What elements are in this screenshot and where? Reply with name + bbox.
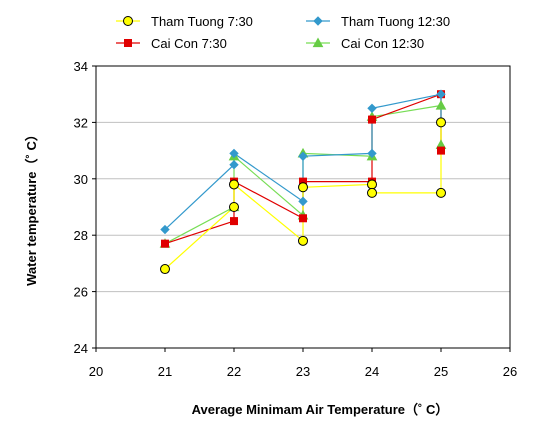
x-tick-label: 23 (296, 364, 310, 379)
series-0-point-5 (367, 179, 377, 190)
series-2-point-3 (299, 214, 307, 223)
series-0-point-3 (298, 235, 308, 246)
series-0-point-1 (229, 202, 239, 212)
legend-marker-2 (124, 39, 132, 47)
legend-marker-0 (123, 16, 133, 26)
series-3-point-7 (435, 99, 447, 110)
series-1-point-4 (298, 151, 308, 161)
y-tick-label: 28 (74, 228, 88, 243)
x-tick-label: 22 (227, 364, 241, 379)
series-1-point-0 (160, 224, 170, 235)
legend-marker-1 (313, 16, 323, 26)
y-tick-label: 24 (74, 341, 88, 356)
series-1-point-5 (367, 148, 377, 159)
legend-marker-3 (312, 37, 324, 48)
legend-label-1: Tham Tuong 12:30 (341, 14, 450, 29)
x-tick-label: 24 (365, 364, 379, 379)
y-tick-label: 26 (74, 285, 88, 300)
series-2-point-1 (230, 217, 238, 226)
series-0-point-2 (229, 179, 239, 190)
legend: Tham Tuong 7:30 Tham Tuong 12:30 Cai Con 7… (116, 14, 450, 51)
series-1-point-3 (298, 196, 308, 207)
x-tick-label: 21 (158, 364, 172, 379)
y-axis-title: Water temperature（˚ C） (24, 128, 39, 286)
x-tick-label: 20 (89, 364, 103, 379)
series-1-point-6 (367, 103, 377, 114)
series-1-point-2 (229, 148, 239, 159)
x-axis-title: Average Minimam Air Temperature（˚ C） (192, 402, 449, 417)
series-0-point-7 (436, 187, 446, 198)
series-0-point-6 (367, 187, 377, 198)
series-2-point-8 (437, 146, 445, 155)
legend-label-0: Tham Tuong 7:30 (151, 14, 253, 29)
x-axis-ticks: 20 21 22 23 24 25 26 (89, 348, 517, 379)
y-tick-label: 30 (74, 172, 88, 187)
series-1-point-7 (436, 89, 446, 99)
series-0-point-8 (436, 117, 446, 128)
y-tick-label: 34 (74, 59, 88, 74)
y-axis-ticks: 24 26 28 30 32 34 (74, 59, 96, 356)
series-line-0 (164, 122, 442, 270)
series-1-point-1 (229, 159, 239, 170)
series-2-point-6 (368, 115, 376, 124)
series-2-point-0 (161, 239, 169, 248)
x-tick-label: 25 (434, 364, 448, 379)
legend-label-3: Cai Con 12:30 (341, 36, 424, 51)
legend-label-2: Cai Con 7:30 (151, 36, 227, 51)
x-tick-label: 26 (503, 364, 517, 379)
series-0-point-4 (298, 182, 308, 193)
series-0-point-0 (160, 264, 170, 275)
y-tick-label: 32 (74, 115, 88, 130)
series-markers (159, 89, 447, 275)
